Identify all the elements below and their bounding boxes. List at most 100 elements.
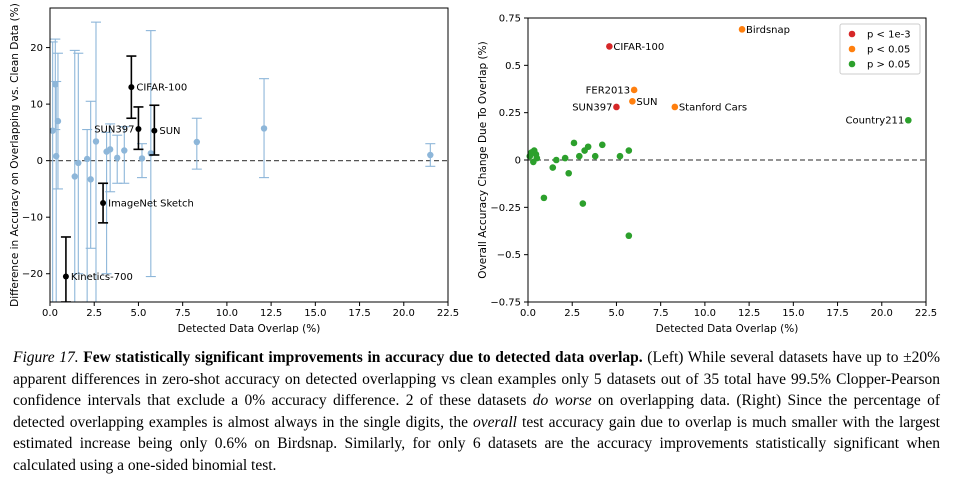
left-x-tick-label: 2.5	[86, 308, 102, 319]
left-x-tick-label: 7.5	[175, 308, 191, 319]
right-data-point	[671, 103, 679, 111]
right-data-point	[549, 164, 557, 171]
right-x-tick-label: 22.5	[915, 308, 937, 319]
right-data-point	[629, 98, 636, 105]
left-y-tick-label: −20	[22, 269, 43, 280]
left-chart: 0.0 2.5 5.0 7.5 10.0 12.5 15.0 17.5 20.0 22.5 −20 −…	[9, 3, 459, 335]
right-data-point	[905, 116, 912, 124]
left-y-tick-label: 20	[30, 43, 43, 54]
caption-text-3: test accuracy gain due to overlap is muc…	[13, 413, 940, 474]
right-data-point	[581, 147, 588, 154]
caption-title: Few statistically significant improvemen…	[83, 349, 643, 366]
right-y-tick-label: −0.75	[490, 298, 521, 309]
left-data-point	[75, 159, 82, 167]
right-data-point	[540, 194, 548, 202]
right-data-point	[616, 152, 624, 160]
left-y-tick-label: 0	[37, 156, 43, 167]
caption-text-1: (Left) While several datasets have up to…	[13, 349, 941, 409]
right-point-label: SUN397	[572, 102, 612, 113]
left-data-point	[193, 138, 201, 146]
right-y-tick-label: 0.75	[499, 14, 521, 25]
right-data-point	[553, 156, 560, 164]
right-x-tick-label: 17.5	[826, 308, 848, 319]
right-data-point	[630, 86, 638, 94]
left-y-axis-label: Difference in Accuracy on Overlapping vs…	[9, 3, 21, 307]
left-y-tick-label: 10	[30, 100, 43, 111]
left-data-point	[54, 117, 62, 125]
right-point-label: Stanford Cars	[679, 102, 747, 113]
right-data-point	[738, 26, 746, 33]
left-data-point	[128, 84, 135, 91]
left-data-point	[106, 146, 114, 153]
right-y-axis-label: Overall Accuracy Change Due To Overlap (…	[477, 41, 489, 278]
right-point-label: SUN	[636, 97, 657, 108]
right-data-point	[575, 152, 583, 160]
right-data-point	[625, 147, 633, 154]
right-x-tick-label: 7.5	[653, 308, 669, 319]
right-point-label: FER2013	[586, 85, 630, 96]
left-x-tick-label: 0.0	[42, 308, 58, 319]
left-data-point	[135, 125, 142, 132]
right-data-point	[561, 154, 569, 162]
left-plot-area	[50, 21, 436, 302]
left-x-tick-label: 12.5	[260, 308, 282, 319]
right-data-point	[598, 141, 606, 149]
right-legend-marker	[848, 60, 856, 68]
left-point-label: CIFAR-100	[136, 83, 187, 94]
right-data-point	[565, 169, 572, 177]
right-data-point	[570, 139, 578, 147]
left-data-point	[83, 155, 91, 163]
caption-emphasis-1: do worse	[532, 392, 592, 409]
right-y-tick-label: −0.25	[490, 203, 521, 214]
left-data-point	[92, 138, 100, 145]
left-data-point	[52, 81, 59, 88]
right-chart: 0.0 2.5 5.0 7.5 10.0 12.5 15.0 17.5 20.0 22.5 −0.7…	[477, 14, 937, 336]
right-point-label: CIFAR-100	[613, 42, 664, 53]
figure-17: 0.0 2.5 5.0 7.5 10.0 12.5 15.0 17.5 20.0 22.5 −20 −…	[9, 3, 937, 336]
right-y-tick-label: 0.5	[505, 61, 521, 72]
left-data-point	[71, 173, 78, 180]
right-legend-label: p < 0.05	[867, 45, 910, 56]
left-data-point	[427, 151, 434, 159]
right-x-tick-label: 20.0	[871, 308, 893, 319]
left-x-axis-label: Detected Data Overlap (%)	[178, 323, 321, 335]
caption-emphasis-2: overall	[473, 413, 517, 431]
left-data-point	[87, 176, 94, 183]
right-legend-label: p < 1e-3	[867, 30, 911, 41]
left-data-point	[62, 273, 69, 280]
left-x-tick-label: 22.5	[437, 308, 459, 319]
left-x-tick-label: 15.0	[304, 308, 326, 319]
right-legend-marker	[848, 30, 856, 38]
right-x-tick-label: 15.0	[782, 308, 804, 319]
right-y-tick-label: 0.25	[499, 108, 521, 119]
figure-caption: Figure 17. Few statistically significant…	[13, 347, 940, 476]
left-point-label: SUN	[159, 126, 180, 137]
right-data-point	[530, 158, 537, 166]
right-data-point	[579, 200, 587, 207]
right-x-tick-label: 5.0	[608, 308, 624, 319]
left-data-point	[138, 155, 146, 162]
left-plot-frame	[49, 7, 449, 303]
right-y-tick-label: −0.5	[497, 250, 521, 261]
left-data-point	[114, 154, 121, 162]
right-legend-box	[839, 23, 921, 75]
right-x-tick-label: 12.5	[738, 308, 760, 319]
right-x-tick-label: 0.0	[520, 308, 536, 319]
right-legend-label: p > 0.05	[867, 60, 910, 71]
left-x-tick-label: 5.0	[130, 308, 146, 319]
caption-figure-label: Figure 17.	[13, 349, 79, 366]
left-data-point	[100, 200, 107, 207]
right-x-axis-label: Detected Data Overlap (%)	[656, 323, 799, 335]
left-x-tick-label: 20.0	[393, 308, 415, 319]
right-legend-marker	[848, 45, 856, 53]
caption-text-2: on overlapping data. (Right) Since the p…	[13, 392, 940, 431]
right-data-point	[613, 103, 620, 111]
left-x-tick-label: 10.0	[216, 308, 238, 319]
right-data-point	[625, 232, 633, 240]
left-point-label: Kinetics-700	[71, 272, 133, 283]
right-x-tick-label: 10.0	[694, 308, 716, 319]
left-x-tick-label: 17.5	[348, 308, 370, 319]
left-data-point	[121, 147, 128, 154]
left-y-tick-label: −10	[22, 213, 43, 224]
left-point-label: ImageNet Sketch	[108, 199, 194, 210]
